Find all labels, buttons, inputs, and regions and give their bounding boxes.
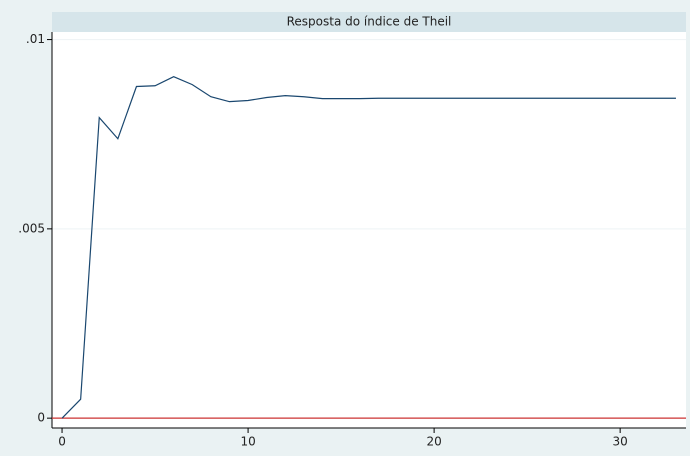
y-tick-label: .01	[26, 32, 45, 46]
y-tick-label: .005	[18, 221, 45, 235]
x-tick-label: 0	[58, 435, 66, 449]
title-band	[52, 12, 686, 32]
x-tick-label: 10	[240, 435, 255, 449]
plot-area	[52, 32, 686, 428]
x-tick-label: 30	[613, 435, 628, 449]
chart-title: Resposta do índice de Theil	[287, 15, 452, 29]
x-tick-label: 20	[426, 435, 441, 449]
line-series	[61, 76, 676, 419]
y-tick-label: 0	[37, 411, 45, 425]
